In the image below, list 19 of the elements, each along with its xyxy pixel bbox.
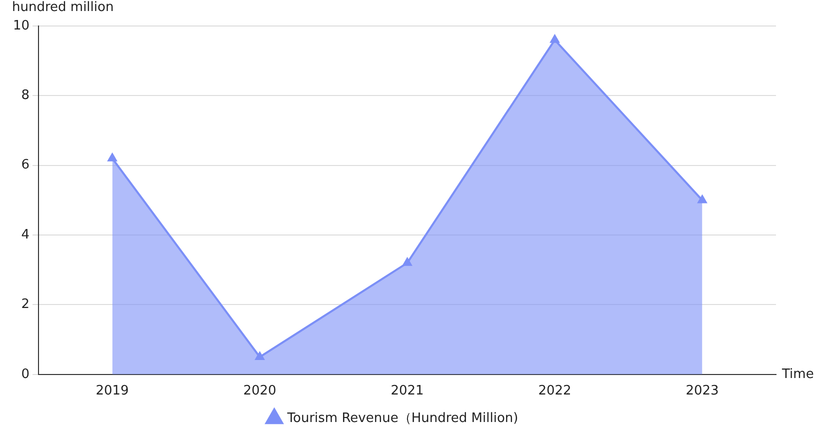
y-tick-label: 4	[21, 227, 30, 242]
x-tick-label: 2019	[96, 384, 129, 399]
y-tick-label: 6	[21, 158, 30, 173]
y-axis-title: hundred million	[12, 0, 114, 15]
point	[698, 195, 707, 204]
x-tick-label: 2022	[538, 384, 572, 399]
y-tick-label: 0	[21, 366, 30, 382]
y-tick-label: 8	[21, 88, 30, 104]
point	[108, 153, 117, 162]
x-tick-label: 2021	[390, 384, 424, 399]
x-tick-label: 2023	[686, 384, 719, 399]
point	[550, 34, 560, 43]
x-tick-label: 2020	[243, 384, 276, 399]
y-tick-label: 10	[12, 18, 30, 34]
legend-label: Tourism Revenue（Hundred Million)	[286, 410, 518, 426]
point	[255, 352, 264, 360]
point	[402, 258, 412, 266]
y-tick-label: 2	[21, 297, 30, 312]
x-axis-title: Time	[781, 366, 814, 382]
